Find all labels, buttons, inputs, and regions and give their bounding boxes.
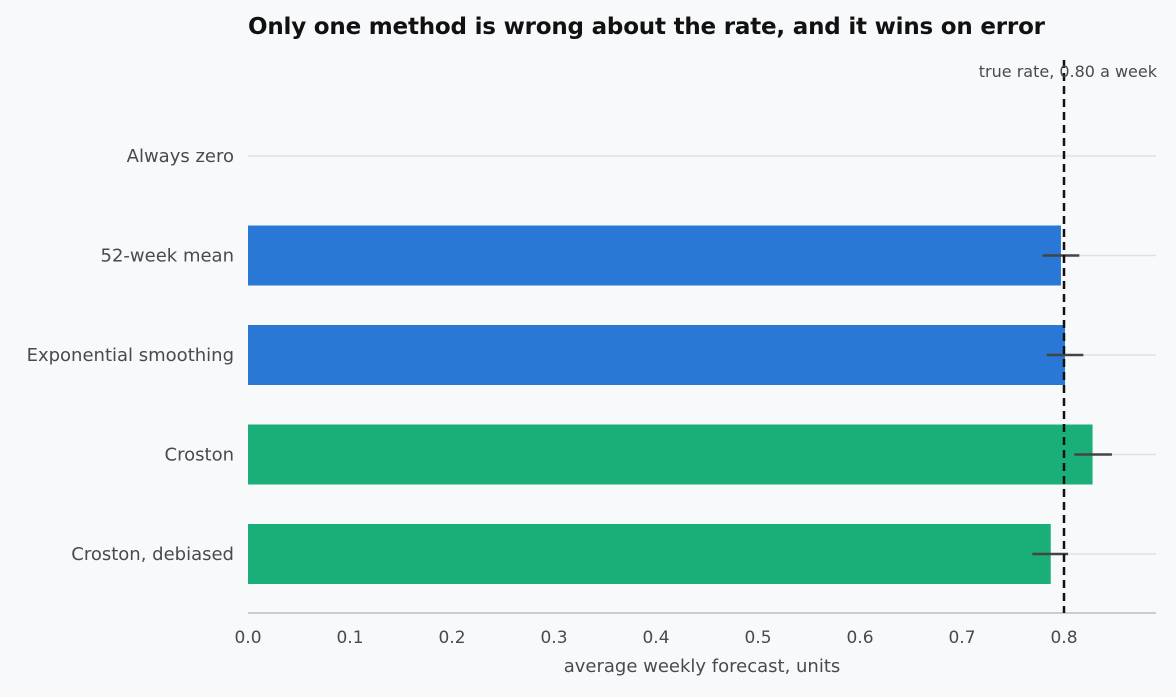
x-tick-label: 0.8 <box>1050 628 1077 648</box>
bar <box>248 325 1066 385</box>
bar <box>248 524 1051 584</box>
category-label: 52-week mean <box>101 246 234 267</box>
category-label: Exponential smoothing <box>27 345 234 366</box>
error-bars <box>1032 254 1112 556</box>
reference-line-label: true rate, 0.80 a week <box>979 62 1158 81</box>
x-tick-label: 0.4 <box>642 628 669 648</box>
x-tick-label: 0.2 <box>438 628 465 648</box>
chart-title: Only one method is wrong about the rate,… <box>248 14 1045 40</box>
x-tick-label: 0.0 <box>234 628 261 648</box>
reference-line-group: true rate, 0.80 a week <box>979 60 1158 613</box>
x-tick-label: 0.1 <box>336 628 363 648</box>
category-label: Always zero <box>127 146 234 167</box>
category-label: Croston, debiased <box>71 544 234 565</box>
x-tick-label: 0.3 <box>540 628 567 648</box>
bar <box>248 225 1061 286</box>
category-labels: Always zero 52-week mean Exponential smoot… <box>27 146 234 565</box>
category-label: Croston <box>165 445 234 466</box>
bar <box>248 424 1093 485</box>
x-tick-label: 0.7 <box>948 628 975 648</box>
x-axis-label: average weekly forecast, units <box>564 656 841 677</box>
bars <box>248 225 1093 584</box>
x-tick-label: 0.6 <box>846 628 873 648</box>
x-tick-label: 0.5 <box>744 628 771 648</box>
x-axis: 0.0 0.1 0.2 0.3 0.4 0.5 0.6 0.7 0.8 average weekl… <box>234 612 1156 677</box>
